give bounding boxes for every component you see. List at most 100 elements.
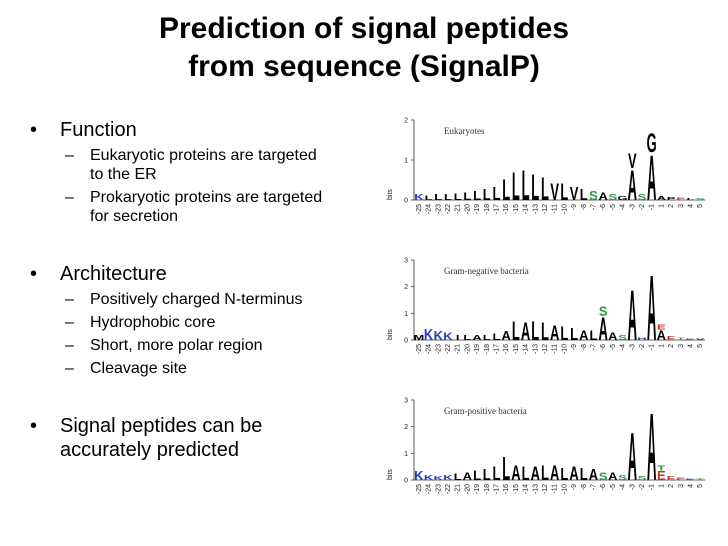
logo-letter: L: [580, 187, 588, 205]
logo-letter: L: [473, 188, 481, 203]
logo-letter: E: [676, 477, 685, 481]
logo-letter: S: [599, 470, 608, 483]
y-axis-label: bits: [387, 329, 394, 340]
x-tick-label: -5: [610, 204, 617, 210]
y-tick-label: 1: [404, 311, 408, 318]
logo-letter: S: [599, 303, 608, 319]
bullet-prediction: • Signal peptides can be accurately pred…: [30, 414, 330, 462]
x-tick-label: -21: [455, 484, 462, 494]
x-tick-label: 1: [658, 204, 665, 208]
logo-letter: S: [638, 193, 647, 202]
x-tick-label: -19: [474, 204, 481, 214]
x-tick-label: -10: [561, 344, 568, 354]
x-tick-label: -12: [542, 344, 549, 354]
logo-panel-title: Gram-negative bacteria: [444, 266, 529, 276]
bullet-dot: •: [30, 119, 38, 141]
logo-letter: V: [628, 149, 637, 173]
x-tick-label: 4: [687, 484, 694, 488]
y-axis-label: bits: [387, 469, 394, 480]
y-tick-label: 1: [404, 451, 408, 458]
bullet-dot: •: [30, 415, 38, 437]
logo-letter: L: [560, 322, 568, 344]
x-tick-label: -10: [561, 484, 568, 494]
x-tick-label: -6: [600, 204, 607, 210]
x-tick-label: -12: [542, 204, 549, 214]
logo-letter: E: [667, 336, 676, 342]
sub-bullet-dash: –: [65, 189, 74, 206]
x-tick-label: -1: [649, 344, 656, 350]
x-tick-label: 5: [697, 204, 704, 208]
x-tick-label: -1: [649, 484, 656, 490]
x-tick-label: 5: [697, 484, 704, 488]
logo-letter: L: [483, 467, 491, 485]
bullet-dot: •: [30, 263, 38, 285]
x-tick-label: 5: [697, 344, 704, 348]
x-tick-label: -16: [503, 204, 510, 214]
logo-letter: H: [637, 337, 647, 341]
x-tick-label: -2: [639, 204, 646, 210]
x-tick-label: -6: [600, 484, 607, 490]
y-tick-label: 2: [404, 424, 408, 431]
logo-letter: L: [483, 187, 491, 205]
logo-letter: L: [492, 333, 500, 343]
x-tick-label: -2: [639, 484, 646, 490]
sub-bullet-cleavage-site: – Cleavage site: [30, 359, 330, 378]
x-tick-label: -15: [513, 204, 520, 214]
x-tick-label: -3: [629, 204, 636, 210]
sequence-logo-figure: 0 1 2 bits Eukaryotes K L L L L L L L L L L L L L V L V L S A S G A…: [380, 112, 715, 532]
y-tick-label: 0: [404, 338, 408, 345]
logo-letter: V: [696, 338, 706, 340]
x-tick-label: 3: [678, 344, 685, 348]
x-tick-label: -23: [435, 484, 442, 494]
x-tick-label: 1: [658, 344, 665, 348]
logo-letter: A: [628, 161, 637, 210]
logo-letter: T: [677, 337, 685, 341]
logo-letter: L: [560, 465, 568, 484]
sub-bullet-polar-region: – Short, more polar region: [30, 336, 330, 355]
logo-letter: K: [414, 193, 424, 202]
x-tick-label: -14: [523, 344, 530, 354]
x-tick-label: 3: [678, 204, 685, 208]
logo-letter: K: [686, 478, 696, 480]
logo-letter: E: [657, 324, 666, 331]
x-tick-label: -5: [610, 344, 617, 350]
y-tick-label: 2: [404, 118, 408, 125]
x-tick-label: -16: [503, 344, 510, 354]
logo-letter: K: [424, 327, 434, 345]
y-tick-label: 2: [404, 284, 408, 291]
logo-letter: L: [560, 180, 568, 206]
logo-letter: L: [502, 173, 510, 207]
logo-letter: A: [579, 327, 589, 343]
x-tick-label: -9: [571, 204, 578, 210]
logo-letter: L: [454, 473, 462, 483]
x-tick-label: -21: [455, 204, 462, 214]
logo-letter: L: [687, 198, 695, 201]
sub-bullet-dash: –: [65, 337, 74, 354]
x-tick-label: -23: [435, 204, 442, 214]
x-tick-label: -25: [416, 344, 423, 354]
logo-letter: A: [647, 256, 656, 360]
logo-letter: A: [550, 461, 560, 485]
logo-letter: A: [628, 276, 637, 355]
x-tick-label: -8: [581, 204, 588, 210]
x-tick-label: -4: [620, 344, 627, 350]
x-tick-label: -17: [493, 344, 500, 354]
bullet-prediction-label: Signal peptides can be accurately predic…: [60, 415, 263, 461]
x-tick-label: -9: [571, 484, 578, 490]
x-tick-label: 2: [668, 484, 675, 488]
logo-letter: E: [676, 197, 685, 201]
sub-bullet-text: Short, more polar region: [90, 337, 263, 354]
logo-letter: L: [502, 451, 510, 488]
sub-bullet-hydrophobic-core: – Hydrophobic core: [30, 313, 330, 332]
x-tick-label: -3: [629, 344, 636, 350]
sub-bullet-dash: –: [65, 291, 74, 308]
y-tick-label: 3: [404, 398, 408, 405]
x-tick-label: -3: [629, 484, 636, 490]
logo-letter: L: [590, 327, 598, 343]
logo-letter: A: [463, 470, 473, 483]
x-tick-label: -25: [416, 204, 423, 214]
x-tick-label: -19: [474, 344, 481, 354]
title-line-2: from sequence (SignalP): [188, 50, 540, 83]
logo-panel-title: Gram-positive bacteria: [444, 406, 527, 416]
